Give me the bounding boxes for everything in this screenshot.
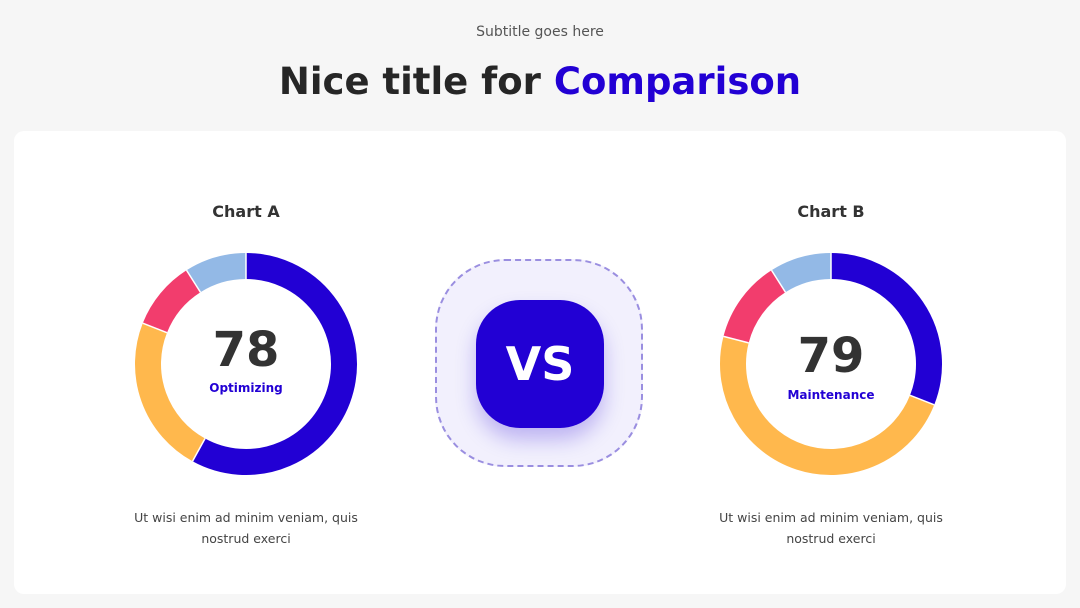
segment-divider xyxy=(770,269,787,293)
center-label: Maintenance xyxy=(787,388,875,402)
donut-segment xyxy=(142,270,201,334)
chart-title: Chart B xyxy=(797,202,865,221)
title: Nice title for Comparison xyxy=(0,60,1080,103)
subtitle: Subtitle goes here xyxy=(476,24,604,40)
center-value: 78 xyxy=(212,322,280,378)
segment-divider xyxy=(723,335,749,344)
description: Ut wisi enim ad minim veniam, quis nostr… xyxy=(134,510,358,546)
center-label: Optimizing xyxy=(209,381,283,395)
donut-segment xyxy=(192,253,357,475)
vs-badge: VS xyxy=(476,300,604,428)
segment-divider xyxy=(142,322,168,334)
title-highlight: Comparison xyxy=(553,60,802,103)
chart-title: Chart A xyxy=(212,202,280,221)
title-text: Nice title for xyxy=(278,60,541,103)
donut-segment xyxy=(186,253,247,293)
donut-segment xyxy=(135,323,206,462)
segment-divider xyxy=(909,394,935,406)
donut-segment xyxy=(771,253,832,293)
donut-segment xyxy=(720,336,935,475)
segment-divider xyxy=(185,269,202,293)
description: Ut wisi enim ad minim veniam, quis nostr… xyxy=(719,510,943,546)
segment-divider xyxy=(191,438,206,462)
donut-segment xyxy=(723,270,786,344)
donut-segment xyxy=(830,253,942,405)
center-value: 79 xyxy=(797,328,865,384)
